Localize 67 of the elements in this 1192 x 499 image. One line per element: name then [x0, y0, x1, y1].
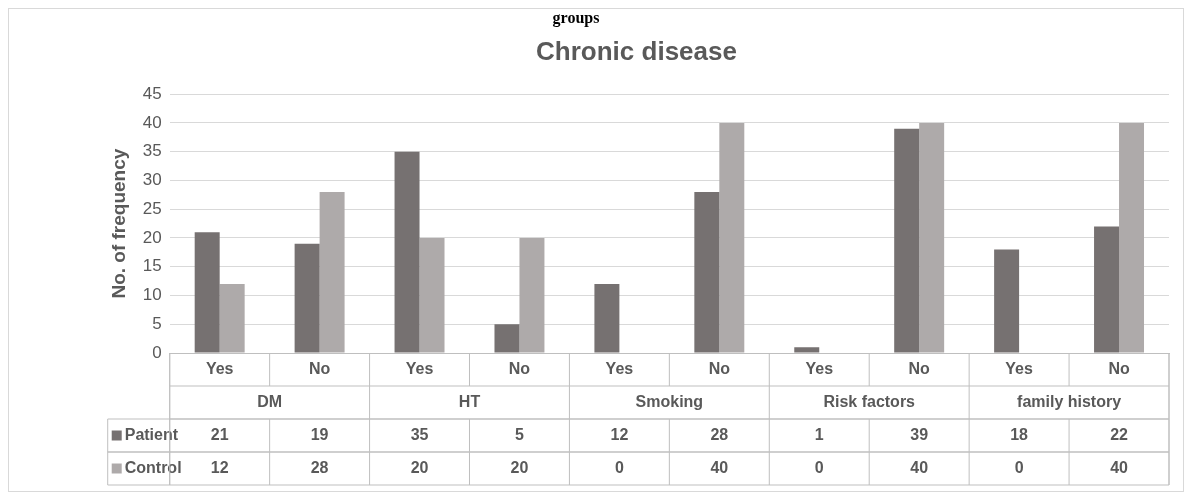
- bar: [594, 283, 620, 353]
- y-tick-label: 45: [142, 83, 162, 103]
- legend-label: Patient: [124, 425, 179, 443]
- data-label: 20: [510, 458, 529, 476]
- data-label: 40: [710, 458, 729, 476]
- y-tick-label: 0: [152, 342, 162, 362]
- text: Risk factors: [823, 392, 916, 410]
- x-tick-label: No: [308, 359, 331, 377]
- x-tick-label: No: [908, 359, 931, 377]
- x-tick-label: No: [508, 359, 531, 377]
- data-label: 18: [1010, 425, 1029, 443]
- bar: [719, 122, 745, 353]
- data-label: 5: [515, 425, 525, 443]
- data-label: 12: [210, 458, 229, 476]
- y-axis-title: No. of frequency: [107, 148, 129, 299]
- data-label: 0: [614, 458, 624, 476]
- data-label: 22: [1110, 425, 1129, 443]
- x-tick-label: Yes: [205, 359, 234, 377]
- legend-label: Control: [124, 458, 182, 476]
- data-label: 35: [410, 425, 429, 443]
- bar: [1119, 122, 1145, 353]
- y-tick-label: 25: [142, 198, 162, 218]
- y-tick-label: 35: [142, 141, 162, 161]
- x-tick-label: Yes: [605, 359, 634, 377]
- bar: [994, 249, 1020, 353]
- data-label: 21: [210, 425, 229, 443]
- bar: [219, 283, 245, 353]
- x-tick-label: No: [708, 359, 731, 377]
- bar: [694, 191, 720, 353]
- bar: [919, 122, 945, 353]
- y-tick-label: 5: [152, 313, 162, 333]
- data-label: 20: [410, 458, 429, 476]
- chart-title: Chronic disease: [536, 35, 737, 66]
- y-tick-label: 15: [142, 256, 162, 276]
- data-label: 0: [814, 458, 824, 476]
- data-label: 28: [310, 458, 329, 476]
- bar: [519, 237, 545, 353]
- x-tick-label: Yes: [405, 359, 434, 377]
- x-tick-label: No: [1108, 359, 1130, 377]
- text: Smoking: [635, 392, 704, 410]
- bar: [394, 151, 420, 353]
- bar: [494, 324, 520, 353]
- data-label: 28: [710, 425, 729, 443]
- y-tick-label: 10: [142, 285, 162, 305]
- bar: [194, 232, 220, 353]
- text: groups: [552, 9, 600, 28]
- text: family history: [1017, 392, 1122, 410]
- data-label: 40: [1110, 458, 1129, 476]
- data-label: 19: [310, 425, 329, 443]
- bar: [294, 243, 320, 353]
- data-label: 40: [910, 458, 929, 476]
- bar: [319, 191, 345, 353]
- bar: [1094, 226, 1120, 353]
- bar: [794, 347, 820, 353]
- y-tick-label: 20: [142, 227, 162, 247]
- text: DM: [257, 392, 283, 410]
- bar: [894, 128, 920, 353]
- y-tick-label: 40: [142, 112, 162, 132]
- text: HT: [458, 392, 481, 410]
- y-tick-label: 30: [142, 170, 162, 190]
- data-label: 0: [1014, 458, 1024, 476]
- data-label: 39: [910, 425, 929, 443]
- x-tick-label: Yes: [1005, 359, 1033, 377]
- data-label: 12: [610, 425, 629, 443]
- x-tick-label: Yes: [805, 359, 834, 377]
- data-label: 1: [814, 425, 824, 443]
- bar: [419, 237, 445, 353]
